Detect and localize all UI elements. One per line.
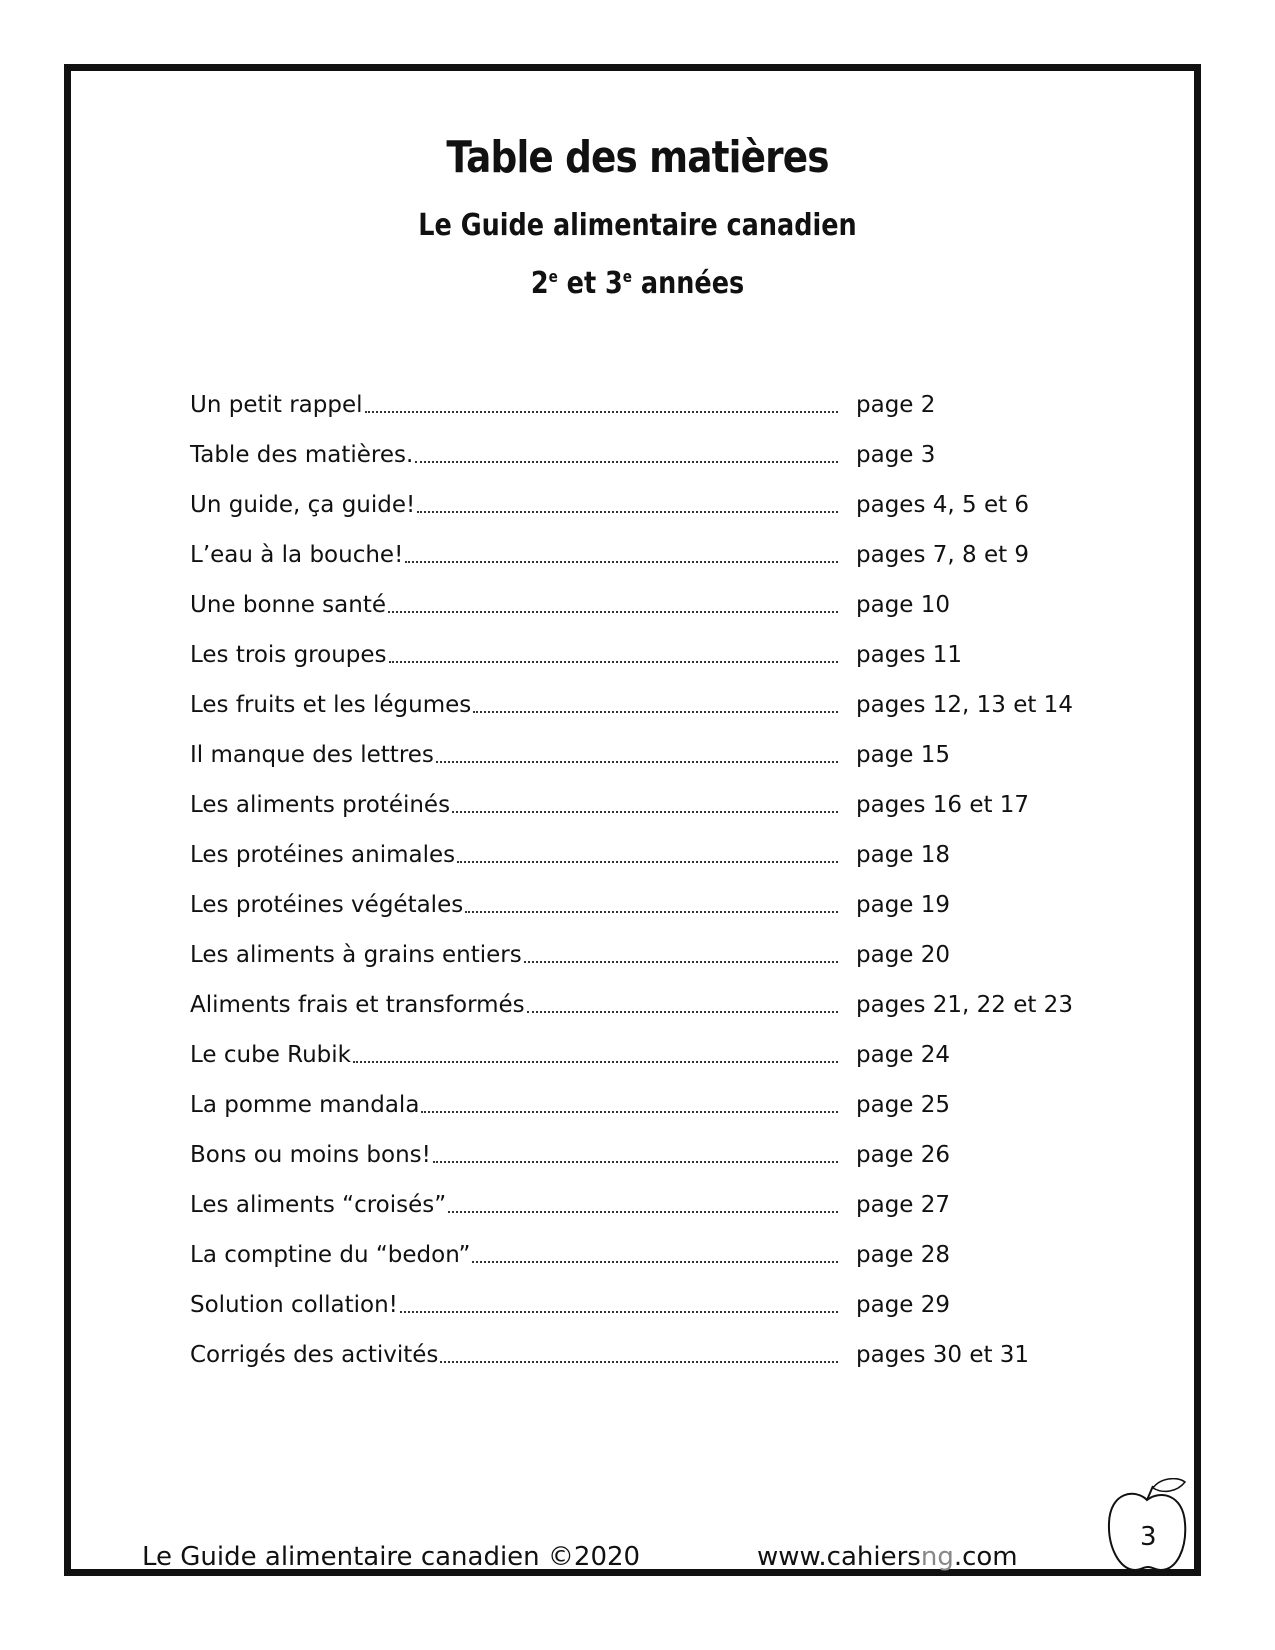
- dot-leader: [523, 947, 838, 963]
- toc-entry-title: Les aliments protéinés: [190, 792, 451, 818]
- page-subtitle: Le Guide alimentaire canadien: [418, 208, 857, 243]
- toc-entry: Un guide, ça guide! pages 4, 5 et 6: [190, 480, 1090, 530]
- toc-entry-title: Bons ou moins bons!: [190, 1142, 431, 1168]
- toc-entry: Table des matières. page 3: [190, 430, 1090, 480]
- toc-entry-page: page 15: [856, 742, 951, 768]
- toc-entry: Le cube Rubik page 24: [190, 1030, 1090, 1080]
- footer-website: www.cahiersng.com: [757, 1542, 1018, 1572]
- toc-entry-page: pages 11: [856, 642, 963, 668]
- toc-entry: Les fruits et les légumes pages 12, 13 et…: [190, 680, 1090, 730]
- toc-entry-page: page 26: [856, 1142, 951, 1168]
- grade-levels: 2e et 3e années: [530, 266, 745, 301]
- dot-leader: [388, 647, 838, 663]
- toc-entry-page: pages 12, 13 et 14: [856, 692, 1073, 718]
- toc-entry: Les aliments protéinés pages 16 et 17: [190, 780, 1090, 830]
- toc-entry-title: Aliments frais et transformés: [190, 992, 525, 1018]
- toc-entry-title: La pomme mandala: [190, 1092, 420, 1118]
- table-of-contents: Un petit rappel page 2 Table des matières.…: [190, 380, 1090, 1380]
- dot-leader: [364, 397, 838, 413]
- toc-entry-title: Les protéines animales: [190, 842, 456, 868]
- dot-leader: [421, 1097, 838, 1113]
- dot-leader: [457, 847, 838, 863]
- dot-leader: [405, 547, 838, 563]
- dot-leader: [448, 1197, 838, 1213]
- toc-entry: Un petit rappel page 2: [190, 380, 1090, 430]
- toc-entry-title: Une bonne santé: [190, 592, 386, 618]
- toc-entry: Les protéines végétales page 19: [190, 880, 1090, 930]
- toc-entry: Les trois groupes pages 11: [190, 630, 1090, 680]
- toc-entry-page: page 24: [856, 1042, 951, 1068]
- toc-entry-title: Le cube Rubik: [190, 1042, 351, 1068]
- toc-entry-page: page 10: [856, 592, 951, 618]
- toc-entry-title: Les aliments à grains entiers: [190, 942, 522, 968]
- toc-entry-title: Les protéines végétales: [190, 892, 464, 918]
- dot-leader: [417, 497, 838, 513]
- dot-leader: [465, 897, 838, 913]
- toc-entry-title: Les trois groupes: [190, 642, 387, 668]
- toc-entry-page: pages 30 et 31: [856, 1342, 1030, 1368]
- apple-icon: [1107, 1478, 1187, 1572]
- toc-entry-page: page 27: [856, 1192, 951, 1218]
- toc-entry: Les aliments “croisés” page 27: [190, 1180, 1090, 1230]
- toc-entry-page: page 3: [856, 442, 936, 468]
- toc-entry-page: page 19: [856, 892, 951, 918]
- toc-entry-title: Un guide, ça guide!: [190, 492, 416, 518]
- toc-entry-title: Corrigés des activités: [190, 1342, 439, 1368]
- dot-leader: [526, 997, 838, 1013]
- dot-leader: [353, 1047, 838, 1063]
- dot-leader: [432, 1147, 838, 1163]
- toc-entry-title: Les aliments “croisés”: [190, 1192, 447, 1218]
- page-border: [64, 64, 1201, 1576]
- toc-entry: Aliments frais et transformés pages 21, 2…: [190, 980, 1090, 1030]
- toc-entry: Les aliments à grains entiers page 20: [190, 930, 1090, 980]
- dot-leader: [452, 797, 838, 813]
- toc-entry: Il manque des lettres page 15: [190, 730, 1090, 780]
- dot-leader: [387, 597, 838, 613]
- toc-entry: Solution collation! page 29: [190, 1280, 1090, 1330]
- toc-entry: L’eau à la bouche! pages 7, 8 et 9: [190, 530, 1090, 580]
- toc-entry-title: Un petit rappel: [190, 392, 363, 418]
- dot-leader: [440, 1347, 838, 1363]
- dot-leader: [473, 697, 838, 713]
- toc-entry-page: pages 16 et 17: [856, 792, 1030, 818]
- toc-entry-title: Solution collation!: [190, 1292, 398, 1318]
- dot-leader: [415, 447, 838, 463]
- toc-entry-page: page 28: [856, 1242, 951, 1268]
- toc-entry: Une bonne santé page 10: [190, 580, 1090, 630]
- footer-copyright: Le Guide alimentaire canadien ©2020: [142, 1542, 641, 1572]
- toc-entry: Les protéines animales page 18: [190, 830, 1090, 880]
- dot-leader: [472, 1247, 838, 1263]
- toc-entry-title: Table des matières.: [190, 442, 414, 468]
- dot-leader: [399, 1297, 838, 1313]
- toc-entry-page: page 18: [856, 842, 951, 868]
- dot-leader: [435, 747, 838, 763]
- toc-entry-title: L’eau à la bouche!: [190, 542, 404, 568]
- toc-entry-page: pages 21, 22 et 23: [856, 992, 1073, 1018]
- page-number: 3: [1140, 1522, 1157, 1552]
- page-title: Table des matières: [446, 132, 829, 183]
- toc-entry-title: La comptine du “bedon”: [190, 1242, 471, 1268]
- toc-entry-title: Les fruits et les légumes: [190, 692, 472, 718]
- toc-entry-page: page 2: [856, 392, 936, 418]
- toc-entry-page: page 29: [856, 1292, 951, 1318]
- toc-entry-page: pages 4, 5 et 6: [856, 492, 1030, 518]
- toc-entry-page: page 20: [856, 942, 951, 968]
- toc-entry-title: Il manque des lettres: [190, 742, 434, 768]
- toc-entry: Bons ou moins bons! page 26: [190, 1130, 1090, 1180]
- toc-entry-page: page 25: [856, 1092, 951, 1118]
- toc-entry: Corrigés des activités pages 30 et 31: [190, 1330, 1090, 1380]
- toc-entry-page: pages 7, 8 et 9: [856, 542, 1030, 568]
- toc-entry: La pomme mandala page 25: [190, 1080, 1090, 1130]
- toc-entry: La comptine du “bedon” page 28: [190, 1230, 1090, 1280]
